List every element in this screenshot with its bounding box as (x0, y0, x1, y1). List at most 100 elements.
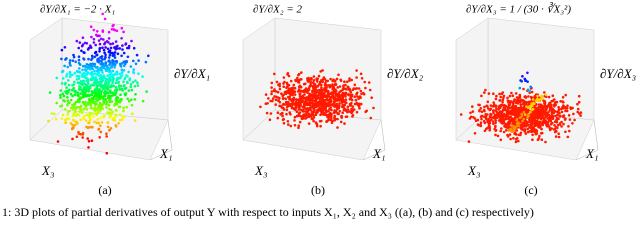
point (126, 80, 129, 84)
point (73, 102, 77, 106)
point (107, 37, 111, 40)
point (61, 92, 65, 96)
point (508, 94, 512, 98)
point (107, 82, 110, 85)
point (69, 122, 73, 125)
figure: 1: 3D plots of partial derivatives of ou… (2, 2, 636, 219)
point (522, 87, 525, 91)
point (494, 119, 497, 122)
point (319, 70, 323, 73)
point (541, 123, 545, 127)
point (343, 122, 346, 125)
point (102, 87, 105, 91)
point (526, 127, 529, 131)
point (113, 56, 117, 59)
point (104, 69, 108, 73)
point (298, 120, 302, 124)
point (569, 106, 572, 109)
point (269, 99, 272, 103)
point (493, 116, 497, 120)
point (320, 119, 323, 123)
point (320, 86, 323, 89)
point (284, 97, 288, 101)
point (543, 119, 546, 122)
formula: ∂Y/∂X₂ = 2 (253, 4, 303, 16)
point (99, 116, 102, 120)
point (331, 79, 334, 83)
point (312, 86, 315, 89)
point (567, 114, 571, 117)
point (312, 119, 315, 123)
point (93, 62, 97, 66)
point (513, 128, 516, 132)
point (506, 135, 510, 138)
point (69, 64, 72, 67)
point (90, 107, 94, 110)
point (91, 90, 95, 94)
point (535, 132, 538, 136)
point (299, 95, 302, 99)
point (87, 57, 90, 61)
point (108, 116, 111, 119)
point (85, 113, 88, 117)
point (130, 39, 133, 43)
point (104, 61, 107, 64)
point (90, 64, 94, 67)
point (62, 99, 65, 102)
point (522, 117, 526, 121)
point (550, 110, 554, 114)
point (531, 127, 534, 130)
point (55, 101, 58, 105)
point (278, 104, 281, 108)
point (96, 99, 99, 103)
point (355, 110, 359, 114)
point (468, 117, 472, 120)
point (141, 75, 144, 78)
point (128, 78, 131, 82)
point (326, 79, 330, 83)
point (562, 107, 565, 110)
point (122, 84, 126, 88)
point (113, 28, 116, 32)
point (328, 103, 332, 107)
point (96, 30, 99, 33)
point (297, 126, 300, 130)
point (89, 104, 93, 107)
point (302, 90, 306, 93)
point (320, 91, 324, 95)
point (499, 121, 503, 124)
point (564, 93, 567, 97)
point (489, 116, 493, 119)
point (78, 110, 81, 114)
point (308, 101, 312, 104)
point (272, 89, 276, 93)
point (328, 85, 332, 89)
point (133, 119, 137, 122)
point (81, 136, 84, 139)
point (306, 99, 310, 102)
point (524, 95, 528, 99)
point (519, 103, 522, 107)
point (307, 79, 310, 83)
point (120, 71, 124, 74)
point (293, 86, 297, 90)
point (93, 95, 96, 98)
point (98, 50, 101, 53)
point (86, 71, 90, 74)
point (108, 53, 112, 57)
point (115, 103, 119, 106)
point (65, 72, 69, 76)
box-edge (362, 119, 386, 161)
point (313, 94, 317, 98)
point (565, 109, 569, 113)
point (328, 95, 331, 99)
point (105, 106, 108, 109)
point (357, 97, 360, 100)
point (471, 105, 474, 108)
point (311, 112, 315, 116)
point (286, 85, 289, 88)
point (93, 65, 97, 68)
point (113, 51, 117, 54)
point (87, 139, 91, 143)
point (111, 78, 115, 82)
